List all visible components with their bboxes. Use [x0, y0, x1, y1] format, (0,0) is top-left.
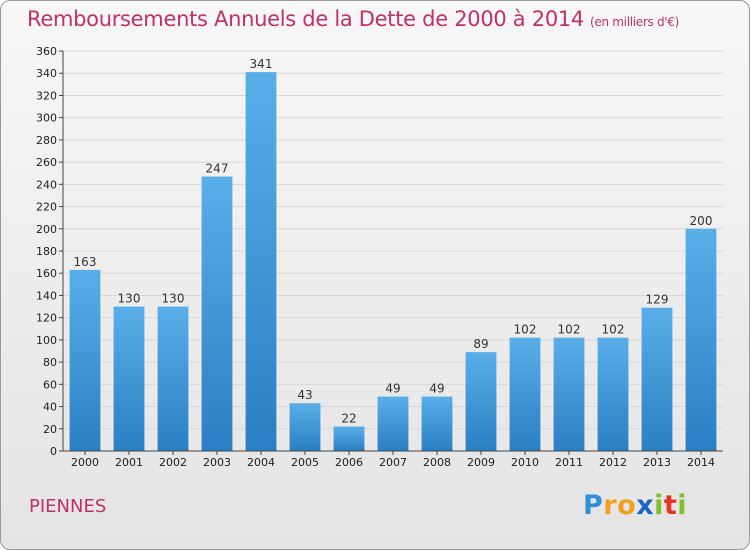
bar-2008: [421, 396, 453, 451]
x-tick-label-2014: 2014: [687, 456, 715, 469]
bar-2004: [245, 72, 277, 451]
y-tick-label: 240: [36, 178, 57, 191]
x-tick-label-2004: 2004: [247, 456, 275, 469]
bar-2011: [553, 337, 585, 451]
y-tick-label: 260: [36, 156, 57, 169]
bar-2002: [157, 306, 189, 451]
bar-2014: [685, 228, 717, 451]
y-tick-label: 40: [43, 401, 57, 414]
x-tick-label-2013: 2013: [643, 456, 671, 469]
bar-2010: [509, 337, 541, 451]
value-label-2012: 102: [602, 323, 625, 337]
x-tick-label-2003: 2003: [203, 456, 231, 469]
proxiti-logo: Proxiti: [583, 490, 688, 521]
bar-2007: [377, 396, 409, 451]
value-label-2009: 89: [473, 337, 488, 351]
y-tick-label: 140: [36, 289, 57, 302]
x-tick-label-2005: 2005: [291, 456, 319, 469]
y-tick-label: 80: [43, 356, 57, 369]
x-tick-label-2012: 2012: [599, 456, 627, 469]
value-label-2007: 49: [385, 382, 400, 396]
bar-2012: [597, 337, 629, 451]
x-tick-label-2011: 2011: [555, 456, 583, 469]
bar-2003: [201, 176, 233, 452]
value-label-2004: 341: [250, 57, 273, 71]
bars: [69, 72, 717, 452]
y-tick-label: 320: [36, 89, 57, 102]
x-tick-label-2008: 2008: [423, 456, 451, 469]
bar-2000: [69, 269, 101, 451]
value-label-2010: 102: [514, 323, 537, 337]
value-label-2013: 129: [646, 293, 669, 307]
commune-name: PIENNES: [29, 496, 107, 517]
y-tick-label: 280: [36, 134, 57, 147]
x-tick-label-2000: 2000: [71, 456, 99, 469]
bar-2005: [289, 403, 321, 451]
x-tick-label-2001: 2001: [115, 456, 143, 469]
x-tick-label-2007: 2007: [379, 456, 407, 469]
value-label-2003: 247: [206, 162, 229, 176]
bar-2013: [641, 307, 673, 451]
chart-title: Remboursements Annuels de la Dette de 20…: [27, 7, 679, 31]
y-tick-label: 0: [50, 445, 57, 458]
value-label-2001: 130: [118, 292, 141, 306]
axes: [59, 50, 723, 455]
y-tick-label: 120: [36, 312, 57, 325]
y-tick-label: 180: [36, 245, 57, 258]
y-tick-label: 300: [36, 112, 57, 125]
y-tick-label: 360: [36, 45, 57, 58]
value-label-2006: 22: [341, 412, 356, 426]
value-label-2002: 130: [162, 292, 185, 306]
value-label-2011: 102: [558, 323, 581, 337]
y-tick-label: 200: [36, 223, 57, 236]
bar-2009: [465, 352, 497, 451]
labels: 0 20 40 60 80 100 120 140 160 180 200 220 240 260 280 3…: [36, 45, 715, 469]
value-label-2000: 163: [74, 255, 97, 269]
x-tick-label-2006: 2006: [335, 456, 363, 469]
y-tick-label: 60: [43, 378, 57, 391]
y-tick-label: 20: [43, 423, 57, 436]
value-label-2005: 43: [297, 388, 312, 402]
x-tick-label-2002: 2002: [159, 456, 187, 469]
bar-2006: [333, 426, 365, 451]
y-tick-label: 220: [36, 201, 57, 214]
y-tick-label: 160: [36, 267, 57, 280]
y-tick-label: 340: [36, 67, 57, 80]
chart-unit: (en milliers d'€): [590, 15, 680, 29]
chart-title-text: Remboursements Annuels de la Dette de 20…: [27, 7, 584, 31]
x-tick-label-2010: 2010: [511, 456, 539, 469]
value-label-2008: 49: [429, 382, 444, 396]
x-tick-label-2009: 2009: [467, 456, 495, 469]
value-label-2014: 200: [690, 214, 713, 228]
bar-2001: [113, 306, 145, 451]
y-tick-label: 100: [36, 334, 57, 347]
